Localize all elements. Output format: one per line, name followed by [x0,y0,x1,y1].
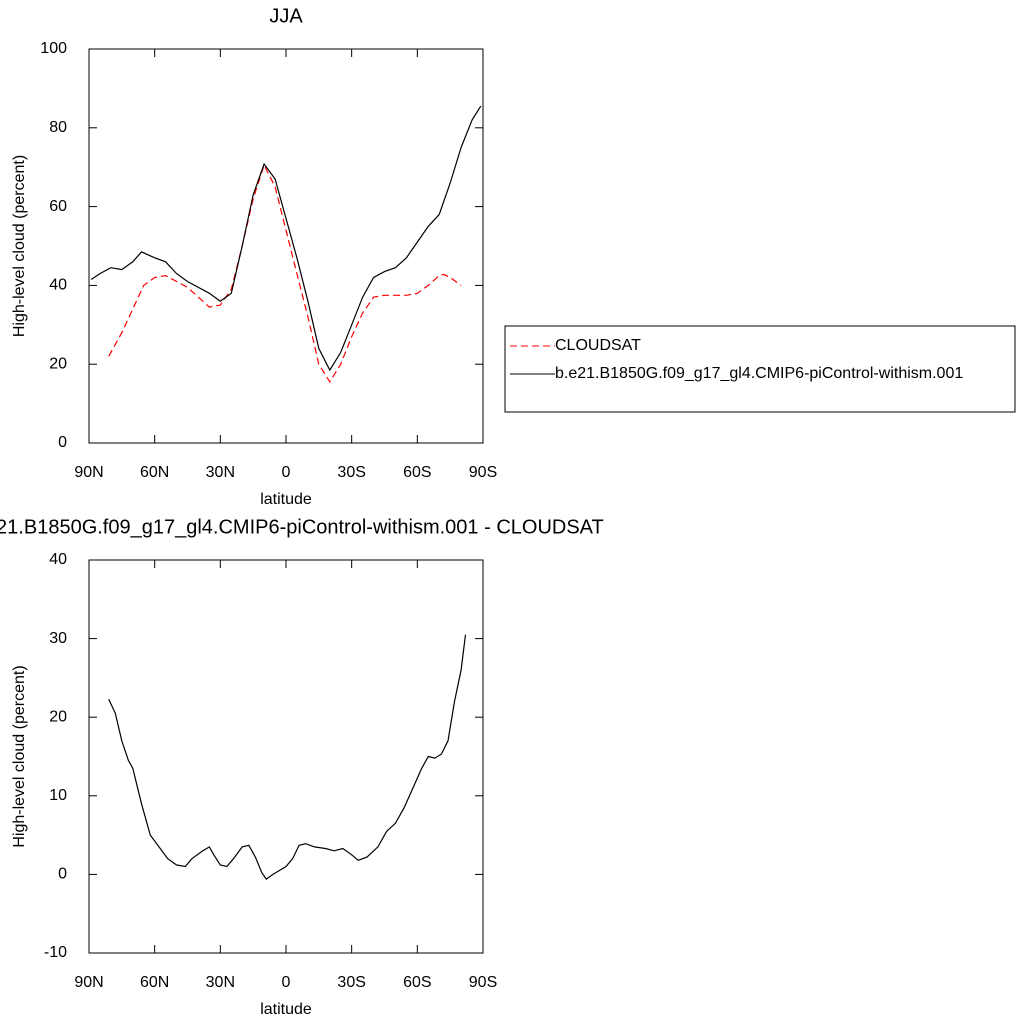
y-tick-label: 20 [49,355,67,372]
y-tick-label: 80 [49,119,67,136]
x-tick-label: 60S [403,464,431,481]
x-tick-label: 30S [337,974,365,991]
chart-title: JJA [269,5,303,27]
y-tick-label: 0 [58,866,67,883]
data-line [90,105,482,372]
y-tick-label: 40 [49,277,67,294]
y-tick-label: -10 [44,944,67,961]
x-tick-label: 30S [337,464,365,481]
legend-box [504,325,1016,413]
x-tick-label: 0 [282,464,291,481]
y-axis-label: High-level cloud (percent) [11,155,28,337]
y-tick-label: 40 [49,551,67,568]
y-tick-label: 10 [49,787,67,804]
y-tick-label: 0 [58,434,67,451]
x-tick-label: 60S [403,974,431,991]
y-tick-label: 20 [49,708,67,725]
x-tick-label: 60N [140,464,169,481]
x-tick-label: 90N [74,464,103,481]
y-tick-label: 100 [40,40,67,57]
y-axis-label: High-level cloud (percent) [11,665,28,847]
chart-title: b.e21.B1850G.f09_g17_gl4.CMIP6-piControl… [0,516,604,538]
plot-frame [88,48,484,444]
data-line [108,634,467,880]
x-tick-label: 0 [282,974,291,991]
y-tick-label: 30 [49,630,67,647]
x-tick-label: 90S [469,974,497,991]
x-tick-label: 90S [469,464,497,481]
legend-label: CLOUDSAT [555,337,641,354]
data-line [108,163,462,384]
x-axis-label: latitude [260,1001,312,1018]
plot-frame [88,559,484,954]
y-tick-label: 60 [49,198,67,215]
x-tick-label: 60N [140,974,169,991]
legend-label: b.e21.B1850G.f09_g17_gl4.CMIP6-piControl… [555,365,963,382]
x-tick-label: 30N [206,974,235,991]
x-axis-label: latitude [260,491,312,508]
x-tick-label: 30N [206,464,235,481]
x-tick-label: 90N [74,974,103,991]
